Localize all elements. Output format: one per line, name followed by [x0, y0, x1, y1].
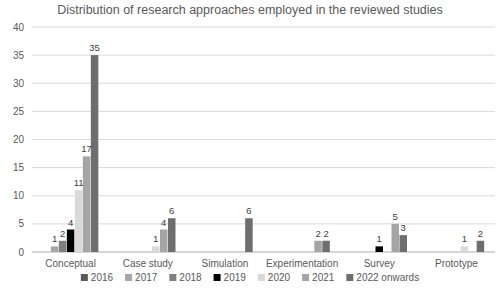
bar: [461, 246, 469, 252]
legend-item: 2016: [81, 272, 114, 283]
y-tick-label: 40: [13, 22, 25, 33]
data-label: 3: [401, 222, 406, 233]
bar: [91, 55, 99, 252]
legend-swatch: [81, 274, 88, 281]
legend-label: 2019: [224, 272, 247, 283]
bars: [51, 55, 484, 252]
bar: [160, 230, 168, 253]
data-label: 2: [323, 228, 328, 239]
y-tick-label: 0: [18, 247, 24, 258]
y-tick-label: 30: [13, 78, 25, 89]
y-tick-label: 20: [13, 134, 25, 145]
data-label: 1: [153, 233, 158, 244]
legend-label: 2018: [179, 272, 202, 283]
x-axis-line: [32, 252, 495, 253]
x-tick-label: Prototype: [435, 258, 478, 269]
grid-line: [32, 55, 495, 56]
legend-item: 2017: [125, 272, 158, 283]
bar: [376, 246, 384, 252]
legend-item: 2018: [169, 272, 202, 283]
data-label: 17: [81, 143, 92, 154]
bar: [51, 246, 59, 252]
bar: [59, 241, 66, 252]
grid-line: [32, 167, 495, 168]
legend: 2016 2017 2018 2019 2020 2021 2022 onwards: [81, 272, 419, 283]
data-label: 35: [89, 42, 100, 53]
grid-line: [32, 139, 495, 140]
legend-label: 2022 onwards: [356, 272, 419, 283]
bar: [75, 190, 83, 252]
bar: [392, 224, 400, 252]
legend-swatch: [346, 274, 353, 281]
data-label: 11: [74, 177, 84, 188]
x-tick-label: Simulation: [202, 258, 249, 269]
legend-swatch: [302, 274, 309, 281]
y-tick-label: 15: [13, 162, 25, 173]
data-label: 4: [68, 217, 73, 228]
data-labels: 12411173514662215312: [52, 42, 483, 244]
data-label: 1: [377, 233, 382, 244]
data-label: 1: [462, 233, 467, 244]
legend-label: 2020: [268, 272, 291, 283]
data-label: 2: [60, 228, 65, 239]
grid-line: [32, 83, 495, 84]
y-tick-label: 10: [13, 190, 25, 201]
bar: [322, 241, 330, 252]
data-label: 5: [393, 211, 398, 222]
legend-label: 2021: [312, 272, 335, 283]
legend-item: 2019: [214, 272, 247, 283]
data-label: 2: [478, 228, 483, 239]
data-label: 2: [315, 228, 320, 239]
data-label: 4: [161, 217, 166, 228]
grid-line: [32, 111, 495, 112]
x-tick-label: Survey: [364, 258, 395, 269]
chart: Distribution of research approaches empl…: [0, 0, 500, 288]
legend-item: 2022 onwards: [346, 272, 419, 283]
x-tick-label: Case study: [123, 258, 173, 269]
legend-swatch: [214, 274, 221, 281]
grid-line: [32, 223, 495, 224]
bar: [400, 235, 408, 252]
data-label: 1: [52, 233, 57, 244]
bar: [477, 241, 485, 252]
legend-item: 2020: [258, 272, 291, 283]
bar: [152, 246, 160, 252]
legend-item: 2021: [302, 272, 335, 283]
grid-line: [32, 195, 495, 196]
bar: [67, 230, 75, 253]
bar: [168, 218, 176, 252]
legend-swatch: [258, 274, 265, 281]
legend-label: 2016: [91, 272, 114, 283]
y-tick-label: 5: [18, 218, 24, 229]
data-label: 6: [246, 205, 251, 216]
bar: [83, 156, 91, 252]
grid-line: [32, 27, 495, 28]
y-tick-label: 25: [13, 106, 25, 117]
title: Distribution of research approaches empl…: [57, 3, 443, 17]
legend-swatch: [169, 274, 176, 281]
x-tick-label: Experimentation: [266, 258, 338, 269]
y-tick-label: 35: [13, 50, 25, 61]
grid-line: [32, 252, 495, 253]
bar: [245, 218, 253, 252]
legend-swatch: [125, 274, 132, 281]
bar: [314, 241, 322, 252]
legend-label: 2017: [135, 272, 158, 283]
x-tick-label: Conceptual: [45, 258, 96, 269]
data-label: 6: [169, 205, 174, 216]
